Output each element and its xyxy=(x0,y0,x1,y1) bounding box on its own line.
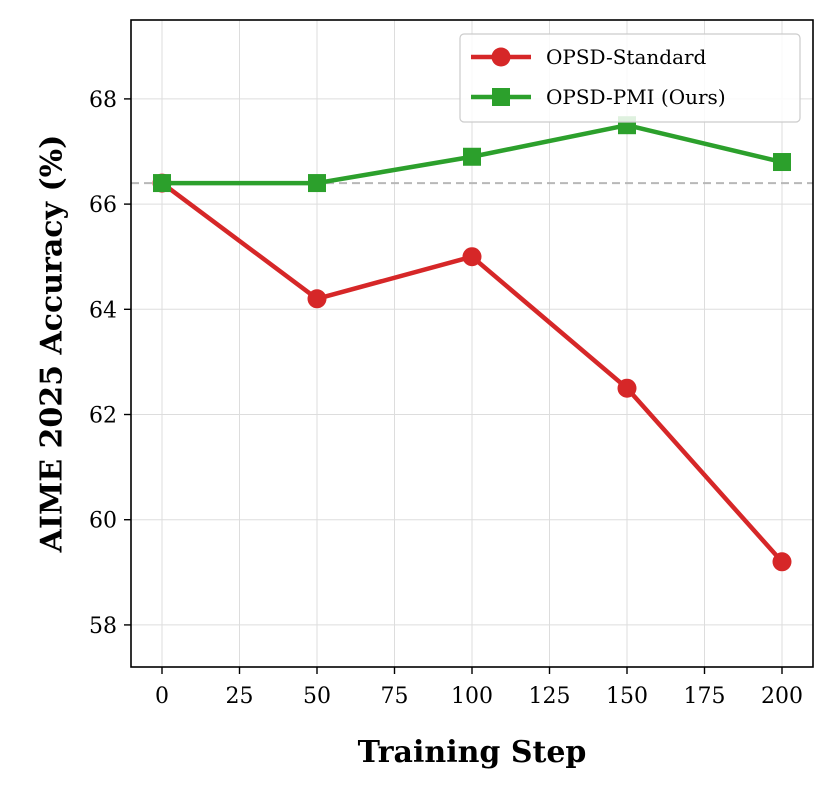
data-point xyxy=(462,247,482,267)
x-tick-label: 25 xyxy=(226,684,254,709)
y-tick-label: 62 xyxy=(89,404,117,429)
axis-ticks: 0 25 50 75 100 125 150 175 200 58 60 62 64 66 68 xyxy=(89,88,803,709)
data-point xyxy=(617,378,637,398)
y-tick-label: 64 xyxy=(89,298,117,323)
x-tick-label: 0 xyxy=(155,684,169,709)
legend-item: OPSD-Standard xyxy=(471,45,707,69)
data-point xyxy=(307,289,327,309)
x-tick-label: 75 xyxy=(381,684,409,709)
legend: OPSD-Standard OPSD-PMI (Ours) xyxy=(459,33,801,123)
legend-marker xyxy=(491,47,511,67)
legend-label: OPSD-Standard xyxy=(546,45,707,69)
y-tick-label: 60 xyxy=(89,509,117,534)
x-tick-label: 100 xyxy=(451,684,493,709)
legend-marker xyxy=(492,88,510,106)
x-tick-label: 50 xyxy=(303,684,331,709)
series-layer xyxy=(152,116,792,572)
data-point xyxy=(463,147,481,166)
x-axis-title: Training Step xyxy=(358,735,587,770)
x-tick-label: 200 xyxy=(761,684,803,709)
x-tick-label: 125 xyxy=(529,684,571,709)
legend-box xyxy=(459,33,801,123)
data-point xyxy=(153,174,171,193)
series-2 xyxy=(153,116,791,193)
y-tick-label: 68 xyxy=(89,88,117,113)
grid xyxy=(131,20,813,667)
y-tick-label: 58 xyxy=(89,614,117,639)
y-axis-title: AIME 2025 Accuracy (%) xyxy=(35,135,70,554)
data-point xyxy=(772,552,792,572)
x-tick-label: 175 xyxy=(684,684,726,709)
data-point xyxy=(773,153,791,172)
legend-item: OPSD-PMI (Ours) xyxy=(471,85,726,109)
x-tick-label: 150 xyxy=(606,684,648,709)
y-tick-label: 66 xyxy=(89,193,117,218)
legend-label: OPSD-PMI (Ours) xyxy=(546,85,726,109)
data-point xyxy=(308,174,326,193)
